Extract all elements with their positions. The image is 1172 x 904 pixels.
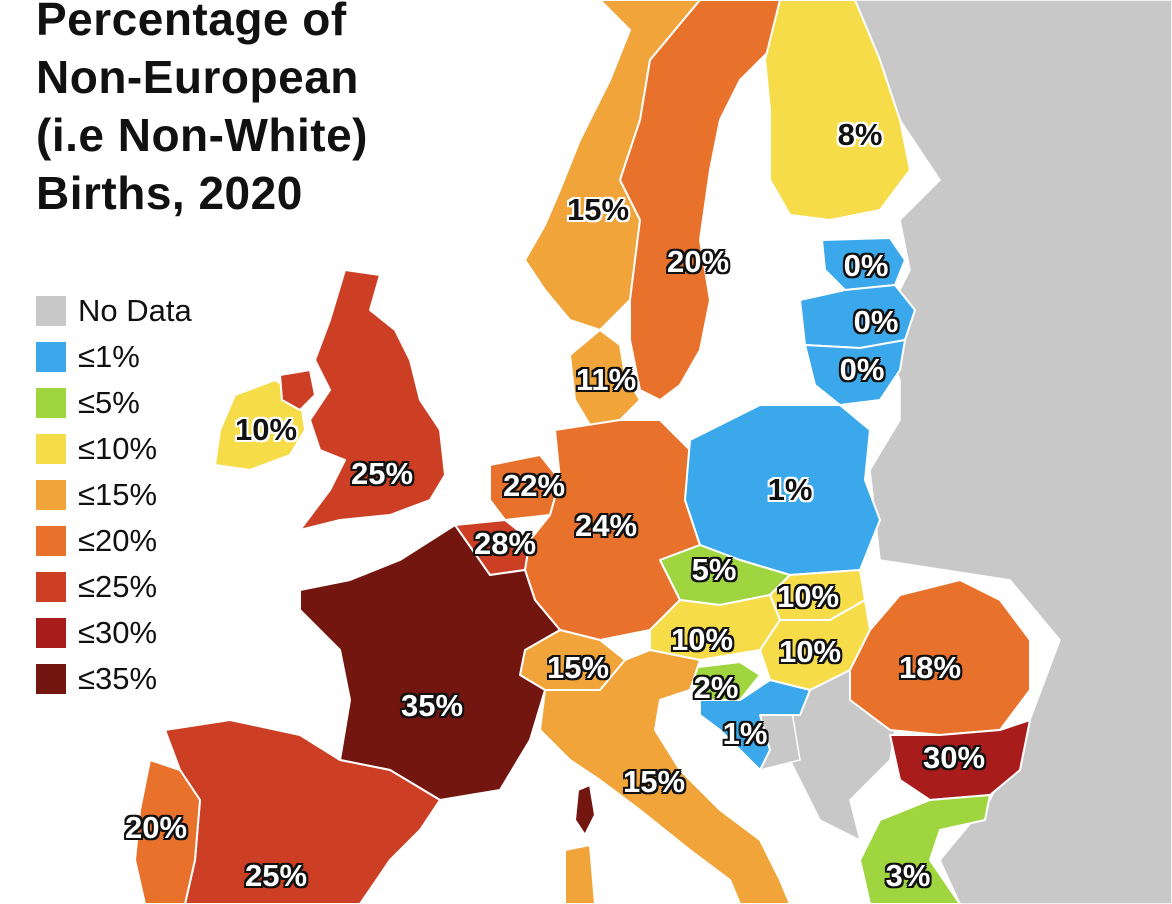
legend-item-le25: ≤25%: [36, 564, 192, 610]
region-corsica: [574, 784, 596, 836]
label-lithuania: 0%: [839, 352, 885, 387]
legend-item-le20: ≤20%: [36, 518, 192, 564]
legend-item-le10: ≤10%: [36, 426, 192, 472]
region-romania: [849, 579, 1031, 736]
legend-swatch: [36, 296, 66, 326]
legend-item-le5: ≤5%: [36, 380, 192, 426]
legend-swatch: [36, 388, 66, 418]
legend: No Data ≤1% ≤5% ≤10% ≤15% ≤20% ≤25% ≤30%…: [36, 288, 192, 702]
label-bulgaria: 30%: [922, 740, 986, 775]
label-hungary: 10%: [778, 634, 842, 669]
region-lithuania: [804, 339, 906, 406]
legend-item-le1: ≤1%: [36, 334, 192, 380]
label-portugal: 20%: [124, 810, 188, 845]
legend-swatch: [36, 342, 66, 372]
label-norway: 15%: [566, 192, 630, 227]
region-france: [299, 524, 561, 801]
legend-label: ≤25%: [78, 569, 158, 604]
legend-swatch: [36, 664, 66, 694]
region-bulgaria: [889, 719, 1031, 801]
region-northern-ireland: [279, 369, 316, 411]
region-united-kingdom: [299, 269, 446, 531]
label-greece: 3%: [885, 858, 931, 893]
region-greece: [859, 794, 991, 904]
legend-swatch: [36, 526, 66, 556]
label-slovenia: 2%: [693, 670, 739, 705]
legend-swatch: [36, 480, 66, 510]
map-title: Percentage of Non-European (i.e Non-Whit…: [36, 0, 368, 219]
label-finland: 8%: [837, 117, 883, 152]
label-spain: 25%: [244, 858, 308, 893]
label-estonia: 0%: [843, 248, 889, 283]
legend-label: ≤20%: [78, 523, 158, 558]
region-finland: [764, 0, 911, 221]
label-netherlands: 22%: [502, 468, 566, 503]
label-germany: 24%: [574, 508, 638, 543]
legend-swatch: [36, 618, 66, 648]
label-switzerland: 15%: [546, 650, 610, 685]
label-italy: 15%: [622, 764, 686, 799]
legend-item-le35: ≤35%: [36, 656, 192, 702]
label-romania: 18%: [898, 650, 962, 685]
region-portugal: [134, 759, 201, 904]
legend-label: ≤5%: [78, 385, 140, 420]
label-latvia: 0%: [853, 304, 899, 339]
label-czechia: 5%: [691, 552, 737, 587]
region-sweden: [619, 0, 781, 401]
legend-item-le30: ≤30%: [36, 610, 192, 656]
region-croatia: [699, 679, 811, 771]
legend-swatch: [36, 434, 66, 464]
label-slovakia: 10%: [776, 579, 840, 614]
legend-label: ≤35%: [78, 661, 158, 696]
label-united-kingdom: 25%: [350, 456, 414, 491]
label-sweden: 20%: [666, 244, 730, 279]
legend-label: ≤15%: [78, 477, 158, 512]
label-croatia: 1%: [722, 716, 768, 751]
label-austria: 10%: [670, 622, 734, 657]
legend-item-no-data: No Data: [36, 288, 192, 334]
region-denmark: [569, 329, 641, 426]
region-slovenia: [689, 661, 761, 701]
label-france: 35%: [400, 688, 464, 723]
region-poland: [684, 404, 881, 576]
region-sardinia: [564, 844, 596, 904]
legend-label: No Data: [78, 293, 192, 328]
label-ireland: 10%: [234, 412, 298, 447]
label-poland: 1%: [767, 472, 813, 507]
label-belgium: 28%: [473, 526, 537, 561]
legend-label: ≤30%: [78, 615, 158, 650]
legend-item-le15: ≤15%: [36, 472, 192, 518]
legend-label: ≤10%: [78, 431, 158, 466]
label-denmark: 11%: [575, 362, 637, 397]
region-italy: [539, 649, 791, 904]
legend-label: ≤1%: [78, 339, 140, 374]
legend-swatch: [36, 572, 66, 602]
